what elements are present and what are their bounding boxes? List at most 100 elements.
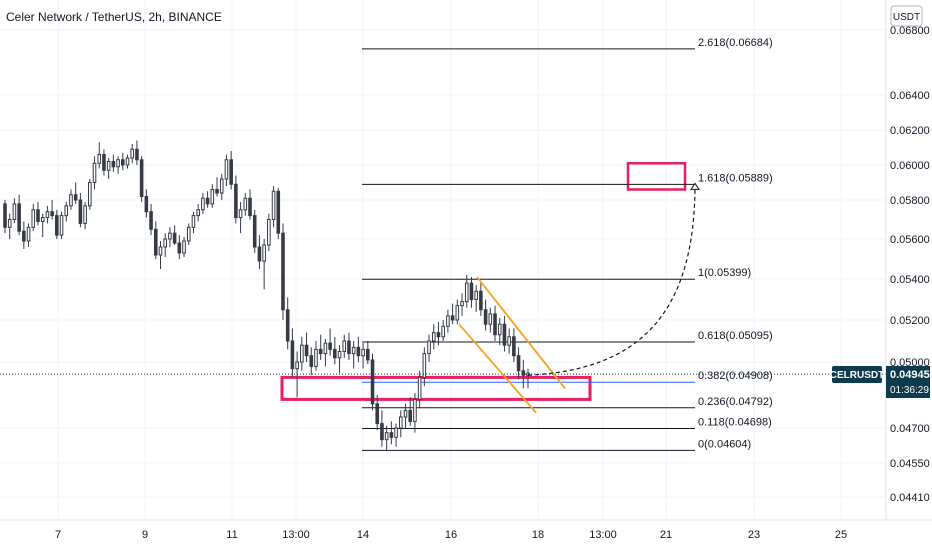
chart-title: Celer Network / TetherUS, 2h, BINANCE bbox=[6, 10, 222, 24]
time-tick-label: 13:00 bbox=[589, 529, 617, 541]
candle bbox=[417, 370, 422, 409]
candle-body bbox=[276, 190, 281, 234]
candle bbox=[276, 187, 281, 239]
candle bbox=[403, 403, 408, 428]
candle-body bbox=[309, 355, 314, 367]
time-tick-label: 16 bbox=[445, 529, 457, 541]
candle-body bbox=[83, 205, 87, 224]
candle bbox=[3, 200, 7, 234]
candle-body bbox=[333, 348, 337, 359]
candle-body bbox=[22, 230, 26, 242]
candle bbox=[92, 156, 97, 190]
candle-body bbox=[441, 325, 445, 338]
candle bbox=[493, 305, 497, 341]
candle-body bbox=[446, 315, 450, 327]
price-tick-label: 0.05200 bbox=[890, 315, 930, 327]
candle-body bbox=[455, 305, 460, 321]
candle bbox=[172, 225, 177, 245]
candle bbox=[45, 205, 50, 224]
candle bbox=[497, 317, 502, 346]
candle bbox=[300, 336, 304, 371]
candle-body bbox=[521, 370, 526, 376]
candle bbox=[205, 191, 210, 208]
candle-body bbox=[31, 209, 36, 228]
candle bbox=[215, 177, 219, 197]
candle-body bbox=[318, 348, 323, 355]
candle bbox=[248, 189, 252, 220]
price-axis[interactable]: 0.06800 0.06400 0.06200 0.06000 0.05800 0.056… bbox=[890, 25, 930, 504]
candle bbox=[408, 397, 413, 426]
candle bbox=[153, 221, 158, 259]
candle-body bbox=[460, 301, 464, 307]
candle-body bbox=[139, 159, 144, 197]
candle bbox=[158, 241, 163, 269]
candle-body bbox=[516, 355, 521, 372]
fib-level-label: 1(0.05399) bbox=[698, 267, 751, 279]
candle bbox=[347, 332, 351, 360]
candle-body bbox=[163, 238, 167, 248]
candle bbox=[26, 223, 31, 247]
candle bbox=[431, 324, 436, 350]
candle bbox=[97, 142, 102, 169]
candle bbox=[22, 221, 26, 249]
target-zone-box bbox=[626, 162, 687, 191]
candle-body bbox=[474, 290, 478, 300]
candle-body bbox=[219, 178, 224, 194]
candle-body bbox=[64, 205, 69, 217]
candle bbox=[17, 194, 21, 236]
candle bbox=[229, 151, 233, 190]
candle-body bbox=[403, 409, 408, 418]
candle-body bbox=[431, 332, 436, 342]
candle-body bbox=[78, 199, 83, 224]
candle-body bbox=[130, 148, 135, 159]
candle-body bbox=[92, 162, 97, 183]
candle-body bbox=[201, 197, 205, 211]
candle-body bbox=[144, 196, 149, 213]
candle-body bbox=[370, 359, 375, 405]
candle-body bbox=[177, 242, 182, 254]
candle-body bbox=[229, 159, 233, 185]
candle-body bbox=[73, 194, 78, 201]
candle-body bbox=[281, 232, 285, 311]
candle bbox=[502, 315, 507, 352]
candle bbox=[441, 320, 445, 341]
candle-body bbox=[271, 190, 276, 220]
candle bbox=[479, 283, 483, 316]
candle bbox=[333, 336, 337, 365]
candle bbox=[210, 184, 215, 208]
candle-body bbox=[196, 209, 200, 217]
candle-body bbox=[314, 348, 318, 367]
candle-body bbox=[413, 398, 417, 422]
candle bbox=[36, 201, 40, 226]
projection-arc bbox=[527, 184, 696, 376]
candle-body bbox=[106, 161, 111, 171]
candle-body bbox=[125, 157, 130, 166]
candle-body bbox=[417, 376, 422, 400]
fib-level-label: 0.618(0.05095) bbox=[698, 330, 773, 342]
currency-button[interactable]: USDT bbox=[890, 5, 923, 27]
highlight-zones bbox=[280, 162, 687, 401]
candle bbox=[351, 341, 356, 369]
candle-body bbox=[483, 309, 488, 325]
time-tick-label: 18 bbox=[532, 529, 544, 541]
time-axis[interactable]: 7 9 11 13:00 14 16 18 13:00 21 23 25 bbox=[55, 529, 847, 541]
candle-body bbox=[398, 416, 403, 429]
candle bbox=[88, 179, 92, 210]
price-tick-label: 0.04410 bbox=[890, 492, 930, 504]
fib-level-label: 0.236(0.04792) bbox=[698, 396, 773, 408]
candle-body bbox=[427, 340, 431, 355]
candle bbox=[168, 227, 172, 247]
candle bbox=[446, 309, 450, 333]
candle-body bbox=[238, 209, 243, 219]
time-tick-label: 7 bbox=[55, 529, 61, 541]
candle bbox=[40, 213, 45, 238]
candle bbox=[144, 189, 149, 218]
candle bbox=[271, 186, 276, 228]
candle-body bbox=[257, 246, 262, 262]
candle-body bbox=[323, 342, 328, 355]
candle-body bbox=[102, 154, 106, 171]
candle-body bbox=[26, 226, 31, 242]
price-tick-label: 0.06200 bbox=[890, 125, 930, 137]
candle-body bbox=[422, 353, 427, 378]
